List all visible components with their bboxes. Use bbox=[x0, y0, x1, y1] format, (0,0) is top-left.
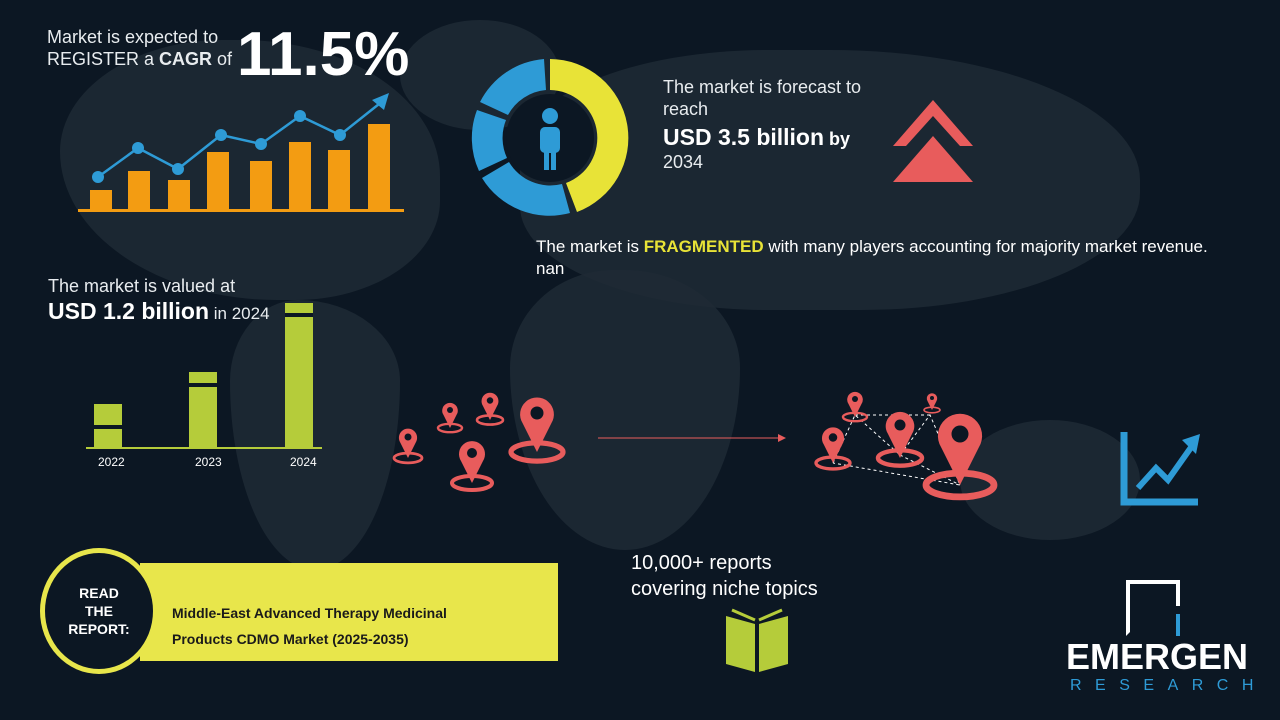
fragmented-text: The market is FRAGMENTED with many playe… bbox=[536, 237, 1208, 278]
cagr-line2: REGISTER a CAGR of bbox=[47, 49, 233, 69]
year-label: 2022 bbox=[98, 455, 125, 469]
donut-person-icon bbox=[471, 59, 629, 216]
baseline bbox=[78, 209, 404, 212]
double-chevron-up-icon bbox=[893, 100, 973, 182]
logo-mark bbox=[1126, 580, 1180, 636]
report-title[interactable]: Middle-East Advanced Therapy Medicinal Pr… bbox=[172, 605, 447, 647]
bar bbox=[328, 150, 350, 210]
growth-chart-icon bbox=[1120, 432, 1200, 506]
bar bbox=[168, 180, 190, 210]
trend-arrowhead bbox=[372, 93, 389, 110]
report-title-banner[interactable] bbox=[140, 563, 558, 661]
bar bbox=[90, 190, 112, 210]
bar bbox=[289, 142, 311, 210]
bar bbox=[250, 161, 272, 210]
logo-sub: RESEARCH bbox=[1070, 677, 1267, 694]
location-pins-network-icon bbox=[380, 390, 1020, 510]
trend-line bbox=[97, 103, 380, 179]
valued-line1: The market is valued at bbox=[48, 276, 236, 296]
cagr-line1: Market is expected to bbox=[47, 27, 219, 47]
bar-2024 bbox=[285, 303, 313, 449]
year-label: 2023 bbox=[195, 455, 222, 469]
read-report-badge[interactable]: READ THE REPORT: bbox=[40, 548, 158, 674]
forecast-year: 2034 bbox=[663, 152, 704, 172]
bar bbox=[128, 171, 150, 210]
book-icon bbox=[726, 608, 788, 672]
bar bbox=[207, 152, 229, 210]
logo-mark-accent bbox=[1176, 614, 1180, 636]
valued-value: USD 1.2 billion in 2024 bbox=[48, 298, 270, 324]
map-europe-asia bbox=[520, 50, 1140, 310]
cagr-value: 11.5% bbox=[237, 20, 410, 89]
logo-name: EMERGEN bbox=[1066, 636, 1249, 677]
bar bbox=[368, 124, 390, 210]
forecast-line2: reach bbox=[663, 99, 709, 119]
reports-text: 10,000+ reports covering niche topics bbox=[631, 552, 818, 600]
year-label: 2024 bbox=[290, 455, 317, 469]
forecast-value: USD 3.5 billion by bbox=[663, 124, 851, 150]
growth-combo-chart-icon bbox=[78, 93, 404, 212]
baseline bbox=[86, 447, 322, 449]
forecast-line1: The market is forecast to bbox=[663, 77, 862, 97]
value-bar-chart bbox=[86, 303, 322, 449]
logo-mark-edge bbox=[1176, 580, 1180, 606]
